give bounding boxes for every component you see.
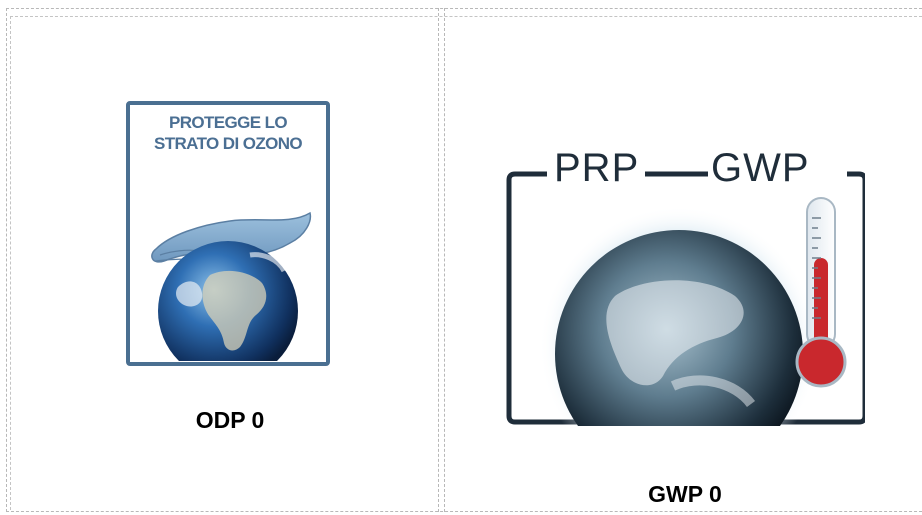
gwp-label-prp: PRP	[554, 146, 640, 190]
gwp-caption: GWP 0	[648, 481, 722, 507]
badge-line-1: PROTEGGE LO	[168, 113, 288, 132]
column-divider-inner	[444, 8, 445, 512]
column-divider	[438, 8, 439, 512]
odp-cell: PROTEGGE LO STRATO DI OZONO	[10, 16, 438, 510]
gwp-illustration	[506, 171, 865, 426]
badge-line-2: STRATO DI OZONO	[153, 134, 303, 153]
odp-caption: ODP 0	[195, 407, 265, 433]
earth-icon	[158, 241, 298, 361]
gwp-cell: PRP GWP GWP 0	[445, 16, 922, 510]
outer-frame	[6, 8, 922, 512]
thermometer-icon	[795, 197, 847, 388]
earth-icon	[539, 206, 819, 426]
inner-frame	[10, 16, 922, 510]
gwp-label-gwp: GWP	[711, 146, 810, 190]
ozone-illustration	[151, 211, 312, 361]
ozone-protection-badge: PROTEGGE LO STRATO DI OZONO	[126, 101, 330, 366]
